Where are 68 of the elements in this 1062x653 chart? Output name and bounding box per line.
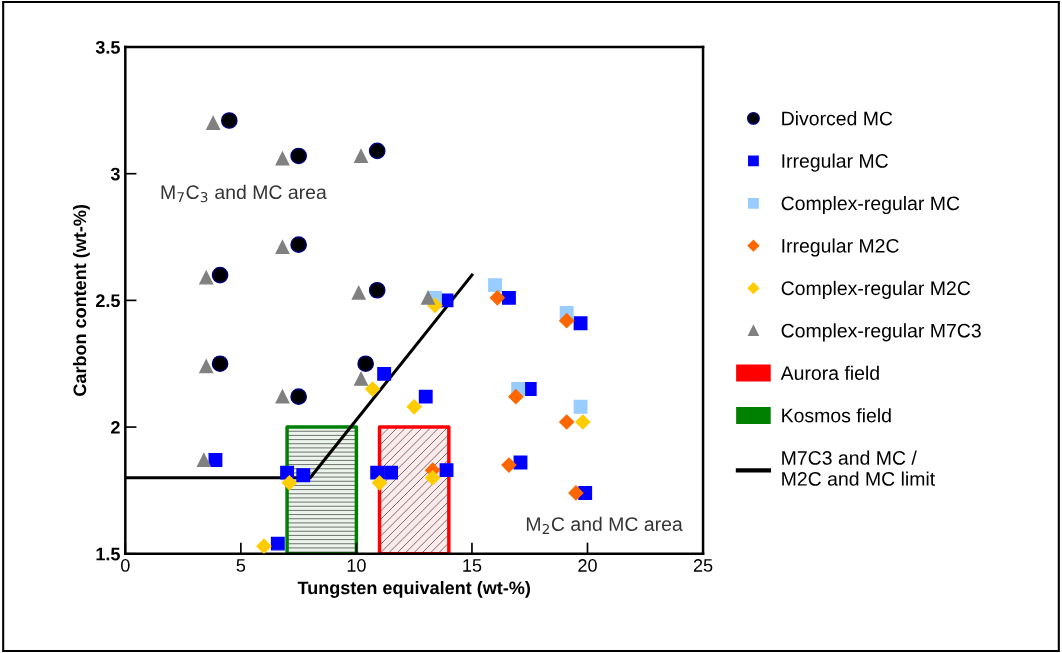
point [208,453,223,467]
point [425,470,441,486]
point [199,270,214,285]
point [508,389,524,405]
point [211,355,229,373]
point [281,475,297,491]
legend-label: Aurora field [780,365,879,380]
point [575,414,591,430]
x-axis-title: Tungsten equivalent (wt-%) [297,580,530,598]
point [371,475,388,491]
point [573,316,588,331]
point [568,485,584,501]
point [377,366,392,381]
y-axis-title: Carbon content (wt-%) [72,204,90,396]
point [196,453,211,467]
point [501,290,516,305]
point [290,388,307,405]
y-tick-label: 3.5 [95,40,120,54]
legend-label: Irregular M2C [782,238,899,257]
y-tick-label: 3 [110,167,120,181]
point [421,290,435,305]
point [354,149,368,163]
point [211,266,229,284]
point [296,468,311,483]
x-tick-label: 10 [347,559,366,572]
x-tick-label: 15 [463,559,482,572]
point [351,285,366,300]
legend-label: M7C3 and MC / M2C and MC limit [782,450,936,486]
point [270,536,285,551]
point [275,389,290,404]
legend-label: Irregular MC [782,153,888,172]
point [256,538,272,554]
point [199,359,214,374]
point [368,142,386,160]
point [206,116,221,130]
annotation: M$_{2}$C and MC area [526,516,683,534]
annotation: M$_{7}$C$_{3}$ and MC area [161,184,327,203]
x-tick-label: 5 [236,559,246,572]
y-tick-label: 2 [111,421,120,434]
point [573,399,588,414]
point [501,457,517,473]
point [368,281,386,299]
point [290,147,307,165]
x-tick-label: 25 [693,559,713,572]
point [384,465,399,480]
x-tick-label: 0 [121,559,130,572]
point [559,313,575,329]
point [354,371,368,386]
legend-label: Kosmos field [782,408,891,423]
point [418,389,433,404]
point [559,414,575,430]
point [406,399,422,415]
legend-label: Complex-regular MC [781,195,960,215]
legend-label: Complex-regular M2C [781,280,971,299]
point [365,381,381,397]
point [220,112,238,129]
point [290,236,307,253]
legend-label: Divorced MC [782,111,893,126]
point [489,290,505,306]
x-tick-label: 20 [578,559,597,572]
y-tick-label: 1.5 [96,547,120,561]
point [275,240,290,255]
point [488,278,503,293]
point [439,463,454,478]
point [357,355,374,373]
legend-label: Complex-regular M7C3 [781,323,981,342]
y-tick-label: 2.5 [95,294,120,308]
point [275,151,290,166]
